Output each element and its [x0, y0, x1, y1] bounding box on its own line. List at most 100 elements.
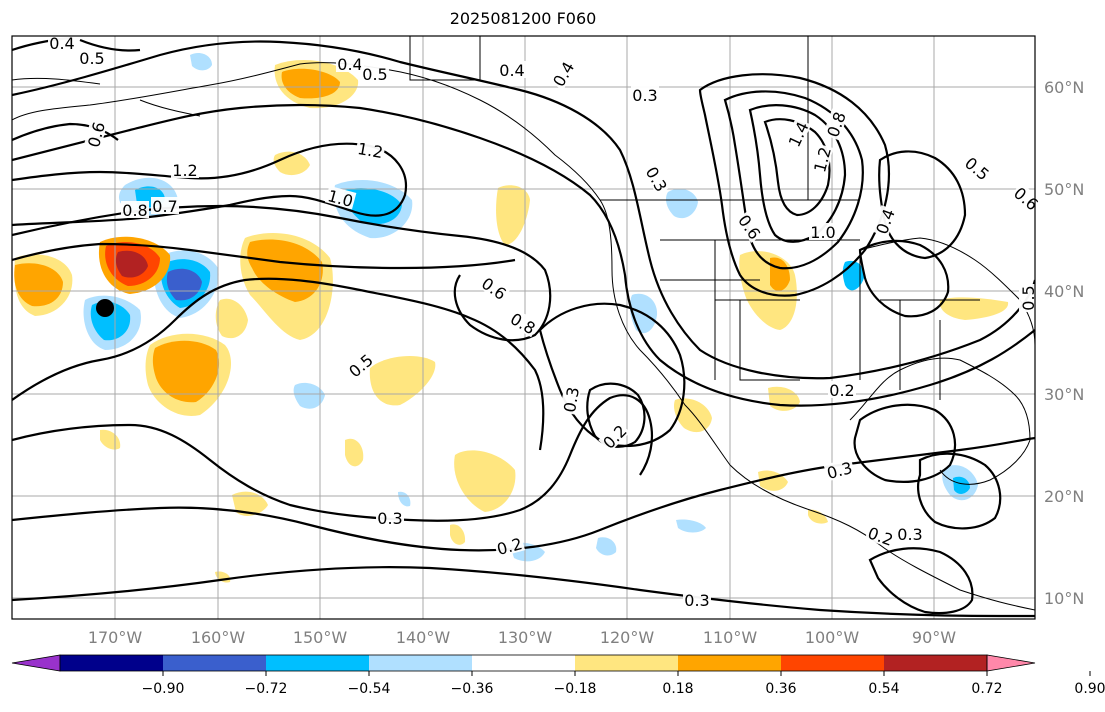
- colorbar-tick-label: 0.72: [971, 681, 1002, 697]
- contour-label: 0.5: [961, 153, 993, 184]
- contour-label: 0.3: [897, 525, 922, 544]
- contour-label: 0.5: [362, 65, 387, 84]
- colorbar-tick-label: −0.54: [348, 681, 391, 697]
- colorbar-tick-label: 0.90: [1074, 681, 1105, 697]
- contour-label: 1.0: [810, 223, 835, 242]
- contour-label: 0.4: [337, 55, 362, 74]
- contour-label: 0.3: [377, 509, 402, 528]
- contour-label: 0.5: [1019, 285, 1038, 310]
- latitude-label: 60°N: [1044, 78, 1084, 97]
- contour-label: 0.5: [79, 49, 104, 68]
- positive-anomaly-region: [345, 438, 364, 467]
- colorbar-tick-label: −0.72: [245, 681, 288, 697]
- longitude-labels: 170°W 160°W 150°W 140°W 130°W 120°W 110°W 100°W…: [88, 628, 956, 647]
- contour-label: 0.4: [499, 61, 524, 80]
- longitude-label: 160°W: [191, 628, 246, 647]
- positive-anomaly-region: [14, 263, 63, 307]
- contour-label: 0.3: [632, 86, 657, 105]
- latitude-label: 30°N: [1044, 385, 1084, 404]
- positive-anomaly-region: [281, 68, 340, 99]
- negative-anomaly-region: [293, 382, 325, 409]
- colorbar-tick-label: 0.54: [868, 681, 899, 697]
- negative-anomaly-region: [190, 53, 212, 71]
- positive-anomaly-region: [768, 386, 800, 411]
- positive-anomaly-region: [674, 398, 712, 433]
- contour-label: 0.8: [507, 309, 539, 338]
- negative-anomaly-region: [666, 188, 698, 219]
- longitude-label: 170°W: [88, 628, 143, 647]
- colorbar-segment: [678, 655, 781, 671]
- colorbar-tick-label: −0.18: [554, 681, 597, 697]
- negative-anomaly-region: [596, 537, 617, 556]
- contour-label: 0.8: [122, 201, 147, 220]
- contour-label: 0.4: [549, 58, 578, 90]
- positive-anomaly-region: [450, 524, 466, 545]
- longitude-label: 130°W: [498, 628, 553, 647]
- coastlines: [12, 36, 1035, 611]
- positive-anomaly-region: [454, 450, 516, 512]
- positive-anomaly-region: [808, 509, 828, 524]
- negative-anomaly-region: [842, 260, 865, 291]
- colorbar-segment: [472, 655, 575, 671]
- longitude-label: 110°W: [703, 628, 758, 647]
- positive-anomaly-region: [215, 298, 248, 339]
- positive-anomaly-region: [152, 340, 220, 403]
- contour-label: 0.3: [560, 386, 583, 414]
- contour-label: 1.2: [172, 161, 197, 180]
- colorbar-tick-label: −0.90: [142, 681, 185, 697]
- positive-anomaly-region: [939, 297, 1009, 320]
- longitude-label: 100°W: [805, 628, 860, 647]
- longitude-label: 90°W: [912, 628, 956, 647]
- latitude-labels: 60°N 50°N 40°N 30°N 20°N 10°N: [1044, 78, 1084, 608]
- map-title: 2025081200 F060: [449, 9, 597, 28]
- contour-label: 1.2: [810, 145, 835, 175]
- contour-label: 0.6: [478, 274, 510, 304]
- colorbar-tick-label: 0.36: [765, 681, 796, 697]
- contour-label: 1.2: [356, 139, 384, 162]
- colorbar-extend-low: [11, 654, 61, 672]
- positive-anomaly-region: [247, 239, 323, 302]
- positive-anomaly-region: [496, 185, 530, 245]
- longitude-label: 140°W: [396, 628, 451, 647]
- negative-anomaly-region: [398, 491, 411, 507]
- positive-anomaly-region: [273, 151, 310, 176]
- contour-label: 0.6: [734, 211, 764, 243]
- longitude-label: 120°W: [600, 628, 655, 647]
- positive-anomaly-region: [115, 250, 148, 278]
- positive-anomaly-region: [100, 429, 121, 450]
- colorbar-segment: [369, 655, 472, 671]
- colorbar-segment: [575, 655, 678, 671]
- positive-anomaly-region: [369, 356, 436, 406]
- contour-label: 0.3: [642, 163, 671, 195]
- colorbar-segment: [884, 655, 987, 671]
- colorbar-tick-label: 0.18: [662, 681, 693, 697]
- contour-label: 0.6: [84, 120, 109, 150]
- negative-anomaly-region: [344, 188, 402, 225]
- colorbar-segment: [163, 655, 266, 671]
- contour-label: 0.2: [829, 381, 854, 400]
- latitude-label: 50°N: [1044, 180, 1084, 199]
- negative-anomaly-region: [953, 476, 970, 494]
- colorbar-tick-label: −0.36: [451, 681, 494, 697]
- latitude-label: 10°N: [1044, 589, 1084, 608]
- latitude-label: 20°N: [1044, 487, 1084, 506]
- positive-anomaly-region: [232, 491, 268, 516]
- colorbar: −0.90 −0.72 −0.54 −0.36 −0.18 0.18 0.36 0.54 0.7…: [11, 654, 1105, 697]
- colorbar-segment: [781, 655, 884, 671]
- map-frame: [11, 35, 1036, 620]
- negative-anomaly-region: [166, 268, 202, 301]
- contour-label: 0.4: [49, 34, 74, 53]
- contour-label: 0.3: [684, 591, 709, 610]
- latitude-label: 40°N: [1044, 282, 1084, 301]
- contour-label: 0.2: [599, 421, 630, 452]
- longitude-label: 150°W: [293, 628, 348, 647]
- contour-label: 0.6: [1010, 183, 1042, 214]
- contour-label: 0.7: [152, 197, 177, 216]
- colorbar-segment: [60, 655, 163, 671]
- contour-label: 0.3: [825, 458, 855, 483]
- colorbar-segment: [266, 655, 369, 671]
- location-marker: [96, 299, 114, 317]
- negative-anomaly-region: [676, 519, 706, 533]
- colorbar-extend-high: [986, 654, 1036, 672]
